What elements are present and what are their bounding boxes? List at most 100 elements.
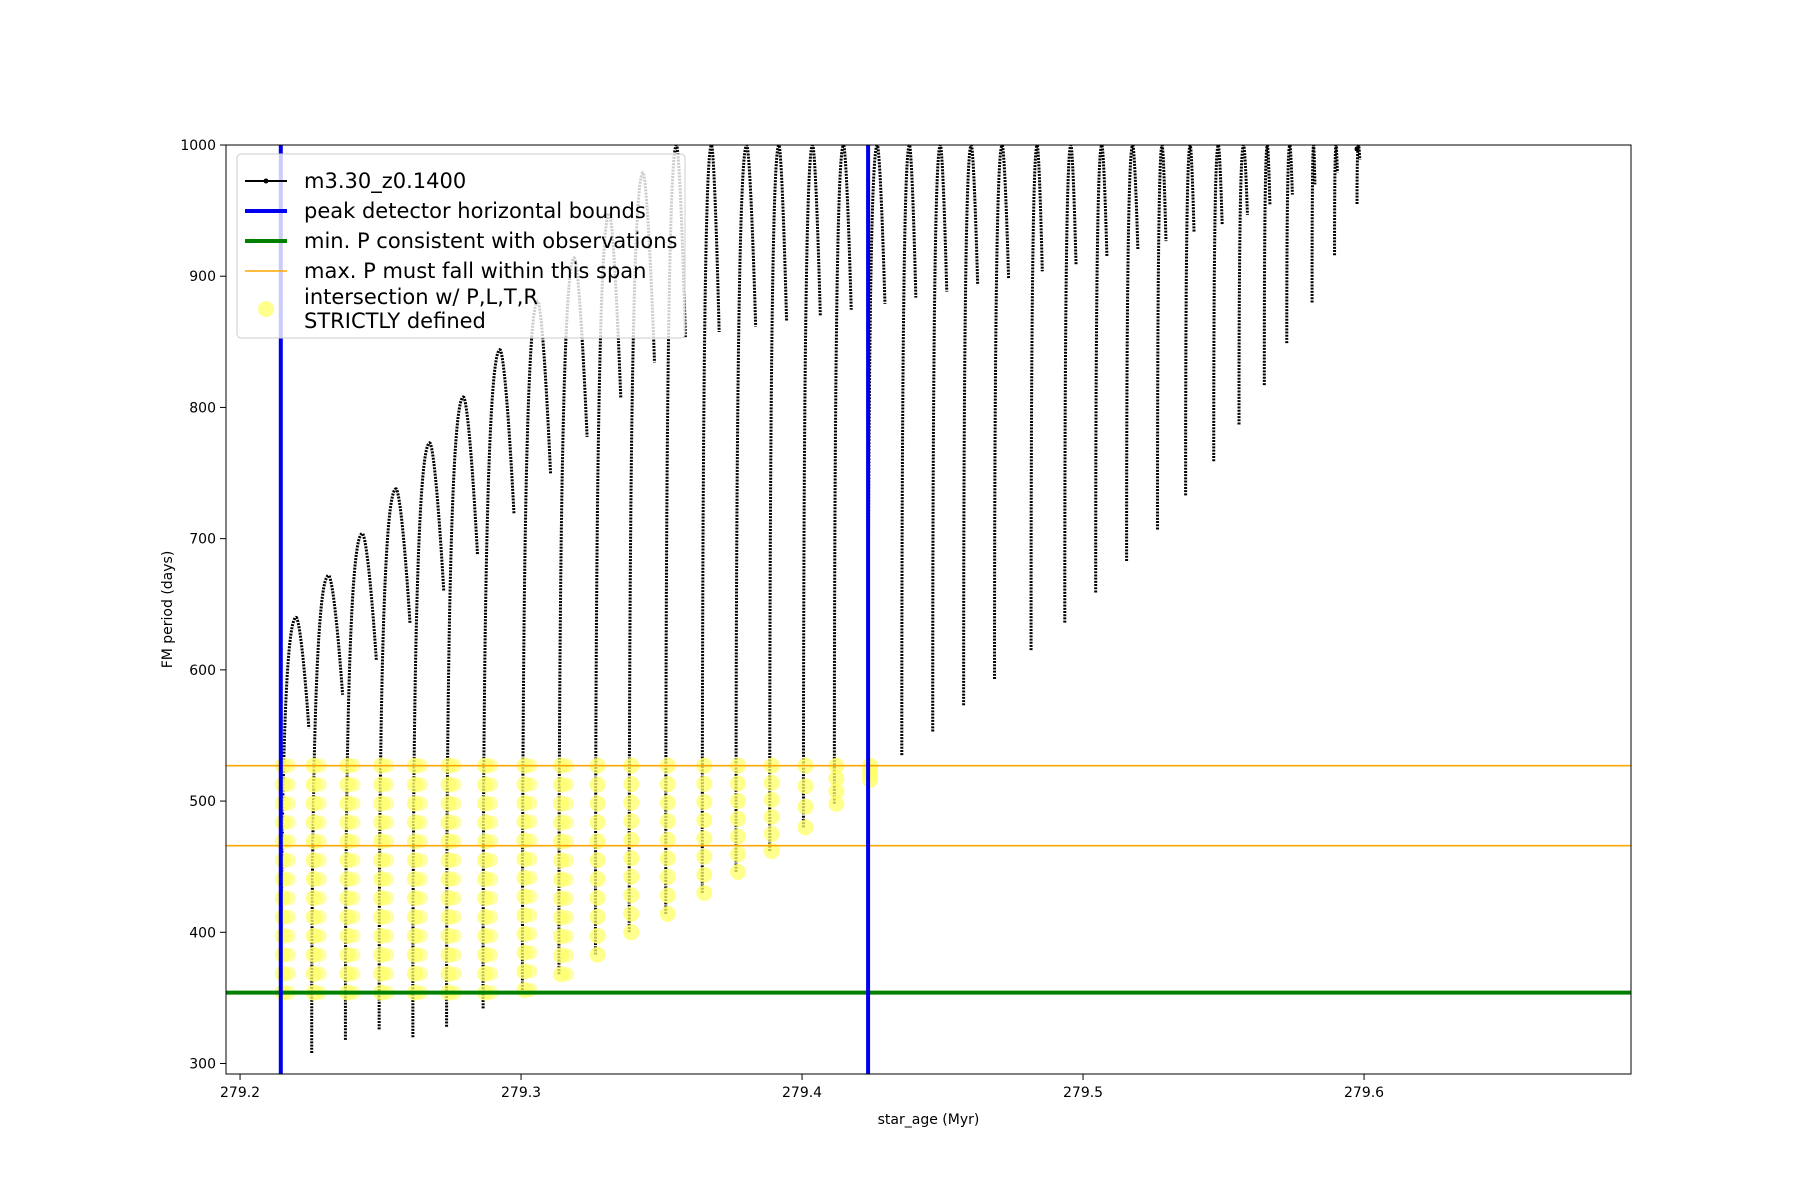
highlight-point — [447, 815, 462, 830]
y-tick-label: 400 — [189, 925, 216, 941]
highlight-point — [281, 777, 296, 792]
highlight-point — [763, 808, 780, 825]
highlight-point — [730, 863, 747, 880]
highlight-point — [380, 966, 395, 981]
highlight-point — [346, 947, 361, 962]
highlight-point — [659, 813, 676, 830]
series-pulse — [411, 441, 446, 1038]
highlight-point — [281, 872, 296, 887]
highlight-point — [281, 909, 296, 924]
highlight-point — [523, 796, 538, 811]
highlight-point — [447, 928, 462, 943]
highlight-point — [413, 796, 428, 811]
series-pulse — [1262, 145, 1272, 386]
legend-label: min. P consistent with observations — [304, 229, 677, 253]
highlight-point — [281, 928, 296, 943]
y-tick-label: 300 — [189, 1057, 216, 1073]
y-tick-label: 1000 — [180, 138, 216, 154]
highlight-point — [281, 796, 296, 811]
highlight-point — [346, 853, 361, 868]
highlight-point — [559, 910, 574, 925]
highlight-point — [447, 777, 462, 792]
series-pulse — [1156, 145, 1168, 530]
highlight-point — [346, 909, 361, 924]
legend-entry: max. P must fall within this span — [245, 259, 646, 283]
highlight-point — [380, 872, 395, 887]
highlight-point — [797, 778, 814, 795]
legend-marker — [263, 178, 269, 184]
y-tick-label: 600 — [189, 663, 216, 679]
highlight-point — [484, 891, 499, 906]
legend-box — [236, 153, 686, 339]
legend-label: STRICTLY defined — [304, 309, 486, 333]
highlight-point — [312, 891, 327, 906]
highlight-point — [413, 777, 428, 792]
highlight-point — [484, 853, 499, 868]
highlight-point — [413, 815, 428, 830]
highlight-point — [380, 834, 395, 849]
series-pulse — [993, 145, 1011, 680]
highlight-point — [559, 853, 574, 868]
highlight-point — [523, 814, 538, 829]
highlight-point — [484, 834, 499, 849]
highlight-point — [659, 887, 676, 904]
highlight-point — [559, 777, 574, 792]
series-pulse — [866, 145, 887, 781]
intersection-highlights — [274, 757, 879, 1001]
highlight-point — [589, 814, 606, 831]
highlight-point — [589, 889, 606, 906]
highlight-point — [589, 795, 606, 812]
highlight-point — [312, 928, 327, 943]
highlight-point — [828, 795, 845, 812]
x-tick-label: 279.5 — [1063, 1085, 1103, 1101]
highlight-point — [797, 798, 814, 815]
highlight-point — [828, 783, 845, 800]
legend-entry: min. P consistent with observations — [245, 229, 677, 253]
highlight-point — [484, 815, 499, 830]
highlight-point — [312, 777, 327, 792]
highlight-point — [380, 777, 395, 792]
highlight-point — [589, 871, 606, 888]
highlight-point — [559, 815, 574, 830]
highlight-point — [589, 927, 606, 944]
highlight-point — [447, 834, 462, 849]
highlight-point — [763, 842, 780, 859]
highlight-point — [696, 866, 713, 883]
highlight-point — [346, 796, 361, 811]
highlight-point — [659, 868, 676, 885]
series-pulse — [1063, 145, 1078, 623]
series-pulse — [801, 145, 822, 828]
highlight-point — [281, 815, 296, 830]
highlight-point — [346, 815, 361, 830]
highlight-point — [659, 794, 676, 811]
highlight-point — [730, 810, 747, 827]
highlight-point — [559, 967, 574, 982]
highlight-point — [346, 777, 361, 792]
series-pulse — [1094, 145, 1109, 593]
highlight-point — [589, 833, 606, 850]
highlight-point — [523, 983, 538, 998]
highlight-point — [623, 813, 640, 830]
highlight-point — [523, 908, 538, 923]
highlight-point — [413, 891, 428, 906]
highlight-point — [763, 825, 780, 842]
series-pulse — [700, 145, 721, 893]
highlight-point — [413, 928, 428, 943]
series-pulse — [832, 145, 853, 804]
highlight-point — [730, 775, 747, 792]
highlight-point — [797, 819, 814, 836]
y-tick-label: 800 — [189, 400, 216, 416]
highlight-point — [659, 850, 676, 867]
highlight-point — [346, 966, 361, 981]
highlight-point — [447, 909, 462, 924]
highlight-point — [484, 872, 499, 887]
series-pulse — [1029, 145, 1044, 651]
highlight-point — [559, 796, 574, 811]
x-axis: 279.2 279.3 279.4 279.5 279.6 — [220, 1074, 1384, 1101]
series-pulse — [768, 145, 789, 851]
highlight-point — [659, 831, 676, 848]
plot-frame — [225, 144, 1632, 1075]
